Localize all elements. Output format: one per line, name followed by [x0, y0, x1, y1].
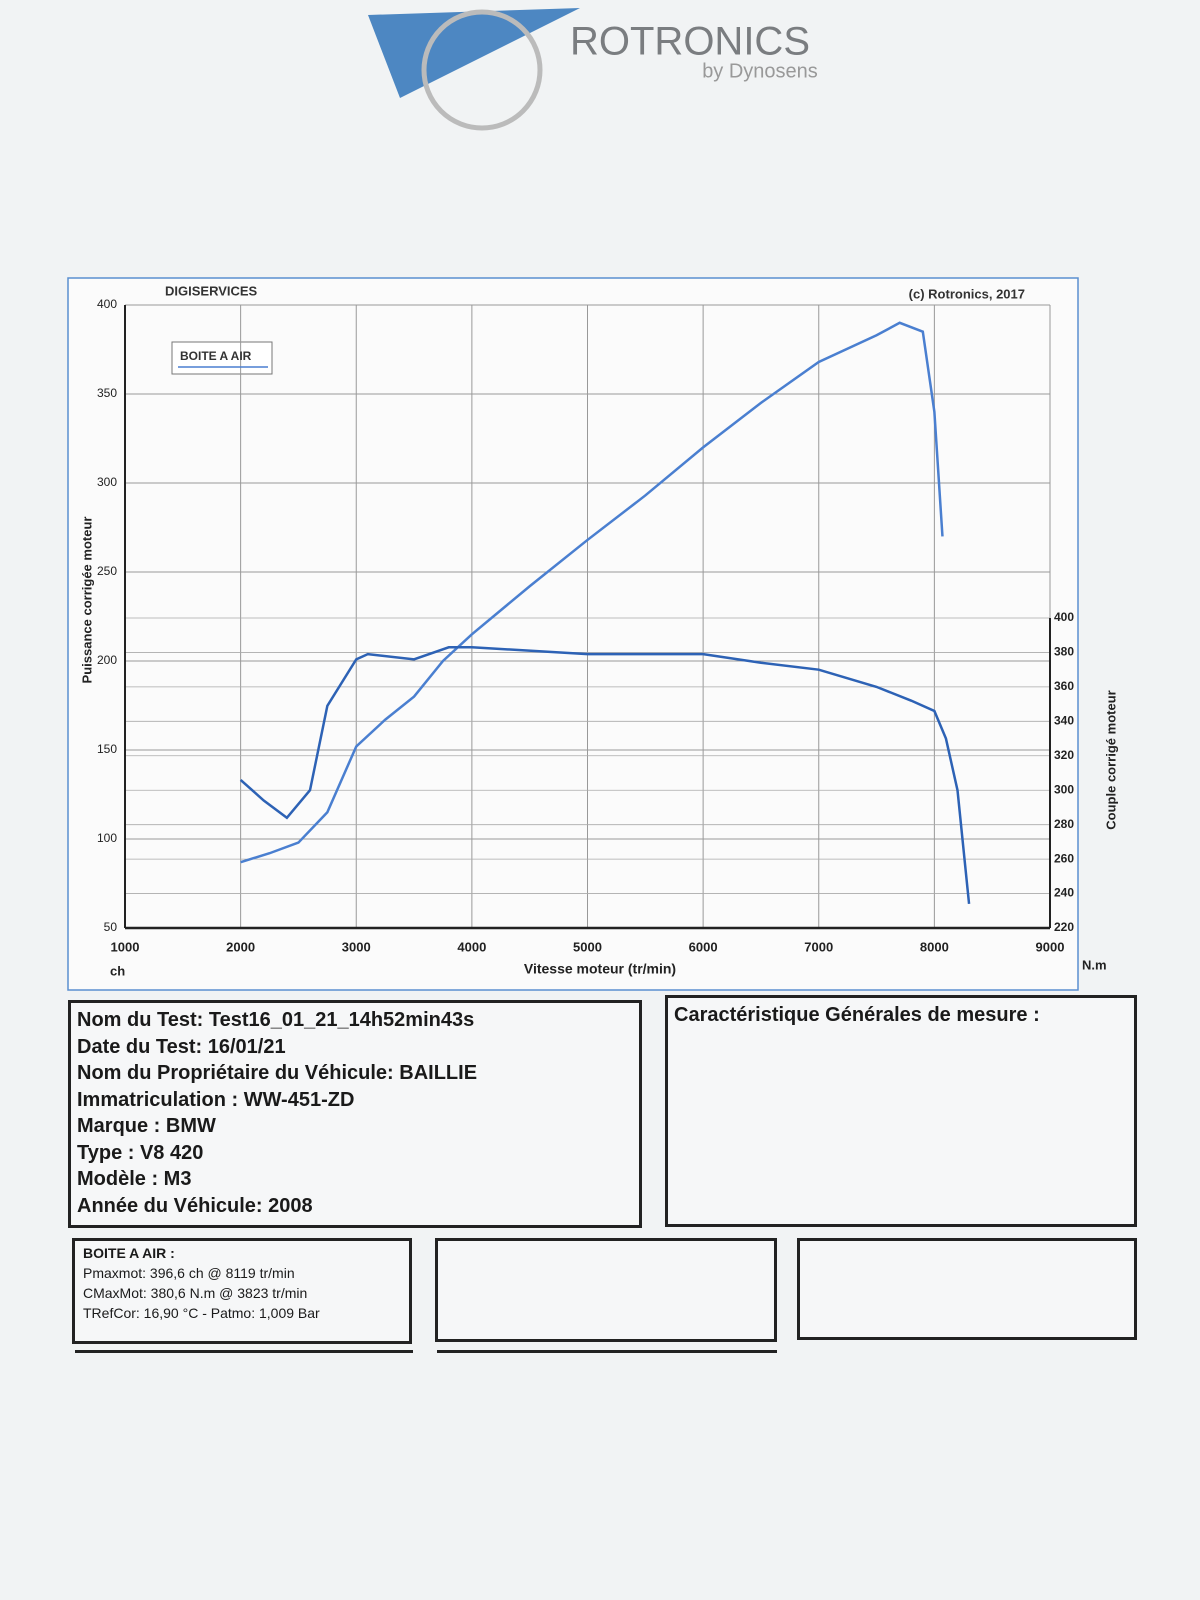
- test-info-box: Nom du Test: Test16_01_21_14h52min43s Dat…: [68, 1000, 642, 1228]
- results-title: BOITE A AIR :: [83, 1245, 175, 1261]
- general-box: Caractéristique Générales de mesure :: [665, 995, 1137, 1227]
- y2-tick-label: 400: [1054, 610, 1074, 624]
- test-info-line: Immatriculation : WW-451-ZD: [77, 1088, 355, 1111]
- series-line: [240, 321, 944, 864]
- y2-tick-label: 300: [1054, 782, 1074, 796]
- y-tick-label: 50: [104, 920, 118, 934]
- y-tick-label: 200: [97, 653, 117, 667]
- x-tick-label: 6000: [689, 939, 718, 954]
- y-tick-label: 150: [97, 742, 117, 756]
- results-box: BOITE A AIR : Pmaxmot: 396,6 ch @ 8119 t…: [72, 1238, 412, 1344]
- test-info-line: Nom du Propriétaire du Véhicule: BAILLIE: [77, 1062, 478, 1084]
- logo: ROTRONICS by Dynosens: [368, 8, 818, 131]
- x-tick-label: 8000: [920, 939, 949, 954]
- test-info-line: Date du Test: 16/01/21: [77, 1035, 286, 1058]
- logo-sub: by Dynosens: [702, 60, 818, 82]
- y-unit: ch: [110, 963, 125, 978]
- y2-tick-label: 220: [1054, 920, 1074, 934]
- test-info-line: Année du Véhicule: 2008: [77, 1194, 313, 1217]
- rule: [75, 1350, 413, 1353]
- y2-tick-label: 360: [1054, 679, 1074, 693]
- y2-tick-label: 280: [1054, 817, 1074, 831]
- test-info-line: Modèle : M3: [77, 1168, 192, 1190]
- logo-name: ROTRONICS: [570, 20, 810, 64]
- x-tick-label: 9000: [1036, 939, 1065, 954]
- y2-tick-label: 320: [1054, 748, 1074, 762]
- copyright: (c) Rotronics, 2017: [909, 286, 1025, 301]
- y2-tick-label: 260: [1054, 851, 1074, 865]
- y2-axis-label: Couple corrigé moteur: [1103, 690, 1118, 829]
- y-tick-label: 250: [97, 564, 117, 578]
- y2-unit: N.m: [1082, 957, 1107, 972]
- y2-tick-label: 240: [1054, 886, 1074, 900]
- chart: DIGISERVICES (c) Rotronics, 2017 Vitesse…: [67, 277, 1118, 991]
- y-tick-label: 100: [97, 831, 117, 845]
- test-info-line: Type : V8 420: [77, 1141, 204, 1164]
- rule: [437, 1350, 777, 1353]
- results-line: CMaxMot: 380,6 N.m @ 3823 tr/min: [83, 1285, 308, 1301]
- legend-box: [171, 341, 273, 375]
- empty-box: [435, 1238, 777, 1342]
- y2-tick-label: 380: [1054, 645, 1074, 659]
- test-info-line: Marque : BMW: [77, 1115, 216, 1137]
- legend-label: BOITE A AIR: [180, 349, 252, 363]
- general-title: Caractéristique Générales de mesure :: [674, 1004, 1040, 1026]
- y-tick-label: 350: [97, 386, 117, 400]
- empty-box: [797, 1238, 1137, 1340]
- y-tick-label: 400: [97, 297, 117, 311]
- chart-frame: [67, 277, 1079, 991]
- company: DIGISERVICES: [165, 283, 258, 298]
- y2-tick-label: 340: [1054, 714, 1074, 728]
- x-tick-label: 7000: [804, 939, 833, 954]
- x-tick-label: 2000: [226, 939, 255, 954]
- y-tick-label: 300: [97, 475, 117, 489]
- series-line: [239, 646, 971, 905]
- x-tick-label: 4000: [457, 939, 486, 954]
- results-line: Pmaxmot: 396,6 ch @ 8119 tr/min: [83, 1265, 295, 1281]
- logo-ring: [421, 9, 543, 131]
- test-info-line: Nom du Test: Test16_01_21_14h52min43s: [77, 1009, 475, 1031]
- x-tick-label: 1000: [111, 939, 140, 954]
- x-tick-label: 5000: [573, 939, 602, 954]
- x-axis-label: Vitesse moteur (tr/min): [524, 961, 676, 977]
- x-tick-label: 3000: [342, 939, 371, 954]
- y-axis-label: Puissance corrigée moteur: [79, 517, 94, 684]
- results-line: TRefCor: 16,90 °C - Patmo: 1,009 Bar: [83, 1305, 320, 1321]
